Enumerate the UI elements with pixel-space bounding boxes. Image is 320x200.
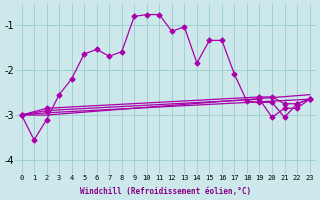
X-axis label: Windchill (Refroidissement éolien,°C): Windchill (Refroidissement éolien,°C): [80, 187, 251, 196]
